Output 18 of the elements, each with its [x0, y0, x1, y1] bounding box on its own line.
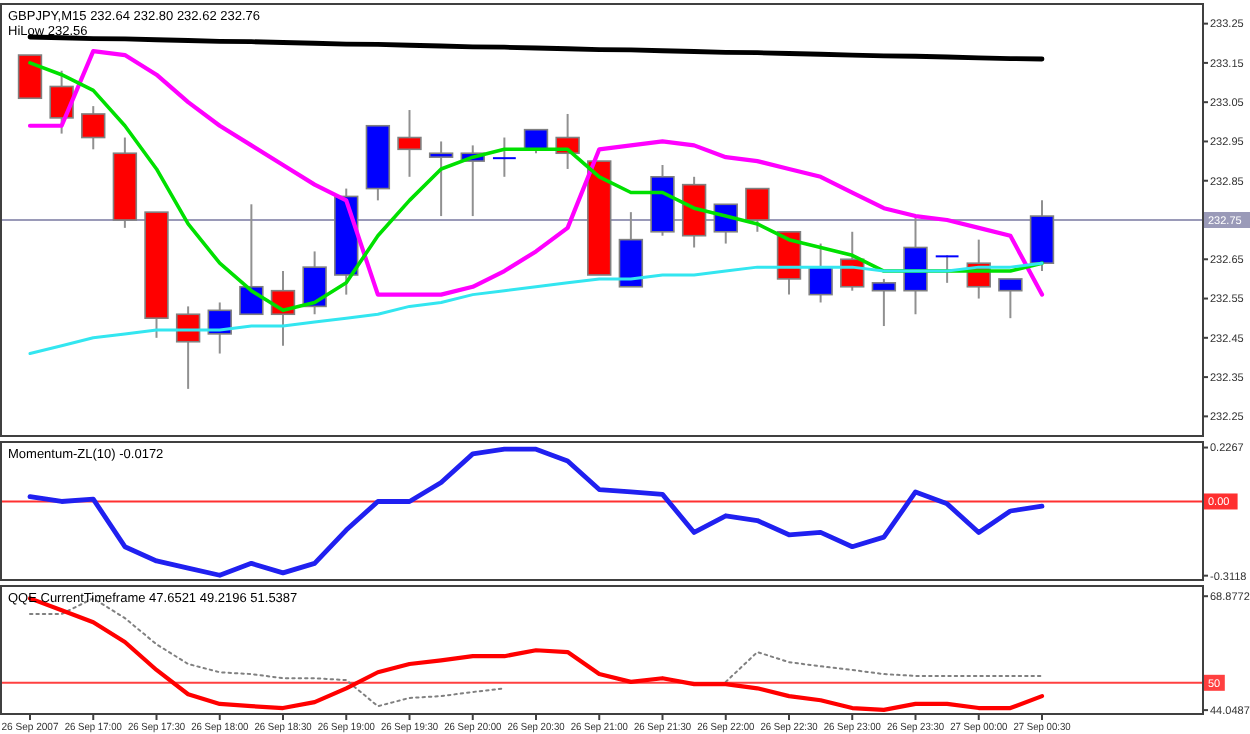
candlestick: [1029, 199, 1055, 273]
candlestick: [903, 215, 928, 316]
candlestick: [428, 140, 454, 218]
candlestick: [492, 136, 516, 178]
candlestick: [81, 105, 106, 151]
candlestick: [239, 203, 264, 316]
candlestick: [302, 250, 327, 316]
candlestick: [17, 54, 43, 100]
line-series: [27, 34, 1045, 62]
candlestick: [998, 277, 1023, 320]
candlestick: [49, 69, 74, 135]
candlestick: [397, 109, 422, 178]
candlestick: [745, 187, 770, 233]
candlestick: [871, 277, 897, 328]
candlestick: [808, 242, 833, 304]
candlestick: [175, 305, 201, 390]
candlestick: [935, 254, 959, 284]
candlestick: [618, 211, 644, 288]
